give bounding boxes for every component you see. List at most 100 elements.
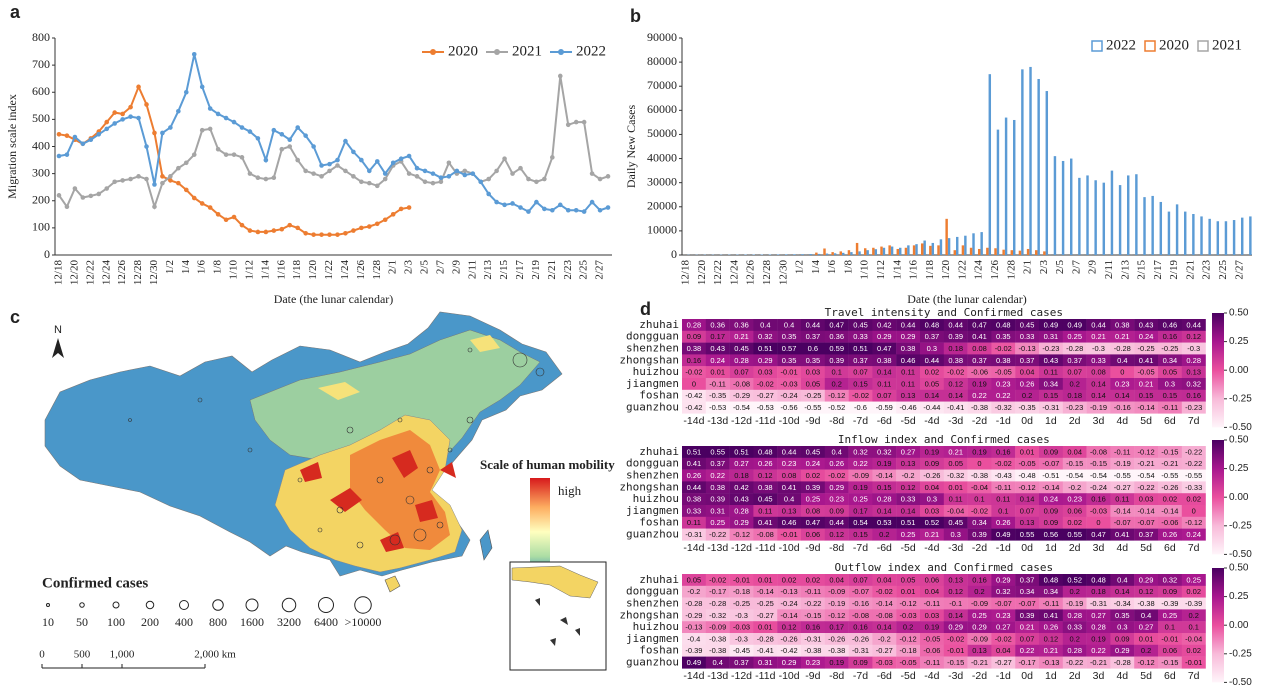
heat-cell	[872, 609, 897, 622]
heat-cell	[753, 621, 778, 634]
bar	[815, 252, 818, 255]
point	[605, 174, 611, 179]
point	[557, 73, 563, 79]
bar	[882, 247, 886, 255]
heat-cell	[1015, 493, 1040, 506]
cell-label: 0.23	[1067, 495, 1082, 504]
heat-cell	[1039, 633, 1063, 645]
heat-cell	[1039, 644, 1063, 657]
bar	[872, 247, 875, 255]
bar	[874, 249, 878, 255]
colorbar-label: -0.50	[1229, 422, 1252, 433]
cell-label: 0.29	[901, 332, 916, 341]
point	[239, 125, 245, 130]
point	[550, 155, 555, 160]
heat-cell	[1086, 389, 1111, 402]
heat-cell	[824, 354, 849, 367]
heat-cell	[801, 401, 825, 414]
cell-label: 0.39	[710, 495, 725, 504]
heat-cell	[872, 401, 897, 414]
cell-label: -0.13	[781, 587, 798, 596]
legend-swatch	[1091, 40, 1103, 52]
point	[367, 168, 372, 174]
cell-label: 0.13	[901, 391, 916, 400]
bar	[1037, 78, 1040, 255]
cell-label: 0.25	[1067, 332, 1082, 341]
cell-label: 0.07	[853, 575, 868, 584]
x-tick-label: 12/20	[696, 260, 708, 286]
heat-cell	[1158, 516, 1182, 529]
cell-label: -0.02	[828, 471, 845, 480]
heat-cell	[753, 401, 778, 414]
cell-label: 0.16	[1186, 391, 1201, 400]
cell-label: 0.44	[806, 320, 821, 329]
cell-label: -0.55	[1185, 471, 1202, 480]
colorbar-label: 0.00	[1229, 620, 1249, 631]
column-label: -3d	[948, 542, 963, 554]
heat-cell	[848, 609, 873, 622]
cell-label: -0.32	[995, 403, 1012, 412]
heat-cell	[1134, 457, 1159, 470]
point	[247, 129, 253, 134]
x-tick-label: 1/16	[275, 260, 287, 280]
cell-label: 0.12	[901, 483, 916, 492]
heat-cell	[872, 644, 897, 657]
heat-cell	[824, 644, 849, 657]
bar	[1004, 117, 1008, 255]
point	[120, 178, 125, 183]
legend-label: 2021	[512, 43, 542, 59]
heat-cell	[682, 493, 706, 506]
cell-label: 0.34	[972, 518, 987, 527]
heat-cell	[1062, 609, 1087, 622]
cell-label: 0.16	[972, 575, 987, 584]
cell-label: 0.23	[996, 379, 1011, 388]
y-tick-label: 800	[32, 30, 50, 44]
point	[430, 171, 436, 176]
cell-label: 0.41	[1044, 611, 1059, 620]
cell-label: 0.25	[1186, 575, 1201, 584]
heat-cell	[848, 389, 873, 402]
x-tick-label: 12/30	[148, 260, 160, 286]
bar	[839, 251, 843, 255]
heat-cell	[1134, 633, 1159, 645]
point	[152, 204, 157, 210]
cell-label: -0.19	[1090, 403, 1107, 412]
cell-label: -0.33	[1185, 483, 1202, 492]
colorbar-label: 0.50	[1229, 563, 1249, 574]
series-line	[58, 75, 609, 211]
point	[597, 207, 603, 213]
heat-cell	[1086, 481, 1111, 494]
column-label: -5d	[901, 670, 916, 682]
cell-label: -0.06	[971, 368, 988, 377]
cell-label: 0.41	[1139, 356, 1154, 365]
heat-cell	[967, 481, 992, 494]
point	[271, 175, 277, 180]
scale-ticks	[41, 664, 206, 668]
heat-cell	[991, 342, 1016, 355]
heat-cell	[1015, 330, 1040, 343]
heat-cell	[1134, 330, 1159, 343]
cell-label: -0.14	[1042, 483, 1059, 492]
cell-label: 0	[1192, 506, 1196, 515]
legend-label: 6400	[314, 615, 338, 629]
cell-label: -0.01	[781, 368, 798, 377]
cell-label: -0.08	[757, 530, 774, 539]
heat-cell	[967, 366, 992, 379]
cell-label: 0	[1120, 368, 1124, 377]
point	[279, 226, 285, 232]
cell-label: 0.21	[1091, 332, 1106, 341]
cell-label: 0.16	[1163, 332, 1178, 341]
heat-cell	[1062, 457, 1087, 470]
cell-label: 0.13	[948, 575, 963, 584]
cell-label: 0.14	[877, 506, 892, 515]
legend-swatch	[1144, 40, 1156, 52]
cell-label: 0.52	[925, 518, 940, 527]
heat-cell	[1181, 644, 1206, 657]
cell-label: 0.4	[784, 495, 794, 504]
cell-label: 0.54	[853, 518, 868, 527]
cell-label: -0.35	[1019, 403, 1036, 412]
heat-cell	[777, 633, 802, 645]
x-tick-label: 1/2	[794, 260, 806, 274]
heat-cell	[1158, 401, 1182, 414]
heat-cell	[848, 457, 873, 470]
